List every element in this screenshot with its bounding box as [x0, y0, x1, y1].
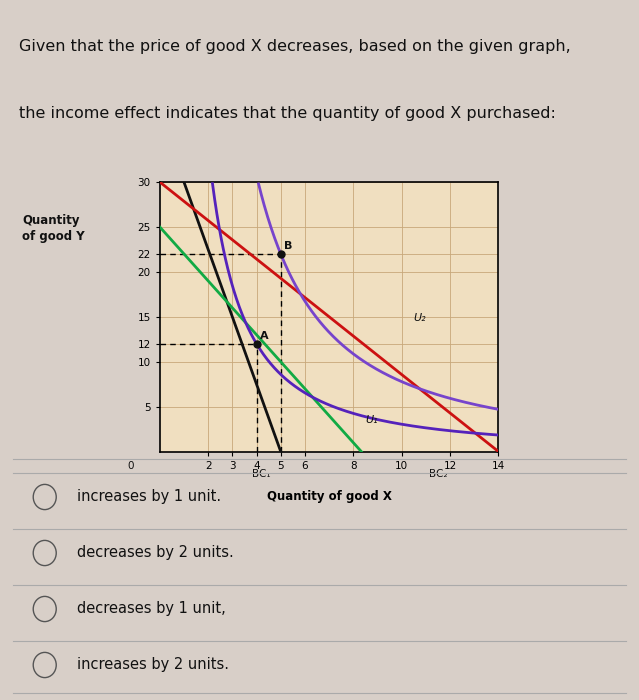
Text: U₂: U₂ [414, 313, 426, 323]
Text: increases by 1 unit.: increases by 1 unit. [77, 489, 221, 505]
Text: U₁: U₁ [366, 415, 378, 425]
Text: Quantity: Quantity [22, 214, 80, 227]
Text: Given that the price of good X decreases, based on the given graph,: Given that the price of good X decreases… [19, 39, 571, 54]
Text: 0: 0 [127, 461, 134, 472]
Text: decreases by 2 units.: decreases by 2 units. [77, 545, 233, 561]
Text: increases by 2 units.: increases by 2 units. [77, 657, 229, 673]
X-axis label: Quantity of good X: Quantity of good X [266, 490, 392, 503]
Text: decreases by 1 unit,: decreases by 1 unit, [77, 601, 226, 617]
Text: BC₂: BC₂ [429, 469, 447, 479]
Text: of good Y: of good Y [22, 230, 85, 243]
Text: the income effect indicates that the quantity of good X purchased:: the income effect indicates that the qua… [19, 106, 556, 121]
Text: A: A [260, 331, 269, 341]
Text: B: B [284, 241, 293, 251]
Text: BC₁: BC₁ [252, 469, 271, 479]
